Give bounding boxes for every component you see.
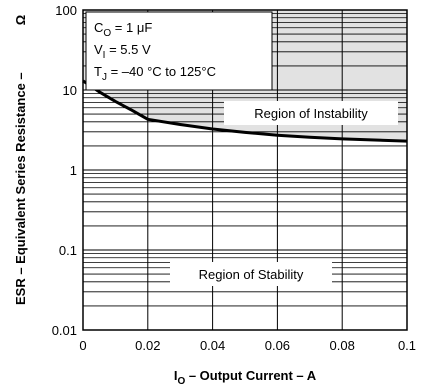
- conditions-box: [85, 11, 273, 91]
- condition: CO = 1 μF: [94, 20, 152, 39]
- condition-sub: O: [103, 28, 111, 39]
- condition-base: V: [94, 42, 103, 57]
- y-tick-label: 0.1: [59, 243, 77, 258]
- plot-frame: [82, 9, 408, 331]
- annotation: Region of Instability: [254, 106, 368, 121]
- x-axis-label-sub: O: [177, 376, 185, 387]
- condition: VI = 5.5 V: [94, 42, 151, 61]
- x-tick-label: 0.06: [265, 338, 290, 353]
- condition-base: C: [94, 20, 103, 35]
- y-tick-label: 10: [63, 83, 77, 98]
- x-tick-label: 0.1: [398, 338, 416, 353]
- x-tick-label: 0.02: [135, 338, 160, 353]
- x-tick-label: 0: [79, 338, 86, 353]
- y-tick-label: 100: [55, 3, 77, 18]
- label-bg: [224, 101, 398, 125]
- condition-base: T: [94, 64, 102, 79]
- x-tick-label: 0.04: [200, 338, 225, 353]
- x-axis-label-base: I: [174, 368, 178, 383]
- y-axis-unit: Ω: [13, 15, 28, 25]
- x-axis-label-rest: – Output Current – A: [185, 368, 317, 383]
- annotation: Region of Stability: [199, 267, 304, 282]
- esr-curve: [82, 79, 408, 143]
- y-tick-label: 0.01: [52, 323, 77, 338]
- condition-sub: I: [103, 50, 106, 61]
- x-axis-label: IO – Output Current – A: [174, 368, 317, 387]
- condition-rest: = 1 μF: [111, 20, 152, 35]
- y-tick-label: 1: [70, 163, 77, 178]
- condition-rest: = 5.5 V: [105, 42, 150, 57]
- label-bg: [170, 262, 332, 286]
- x-tick-label: 0.08: [330, 338, 355, 353]
- condition: TJ = –40 °C to 125°C: [94, 64, 216, 83]
- y-axis-label: ESR – Equivalent Series Resistance –: [13, 72, 28, 305]
- condition-sub: J: [102, 72, 107, 83]
- condition-rest: = –40 °C to 125°C: [107, 64, 216, 79]
